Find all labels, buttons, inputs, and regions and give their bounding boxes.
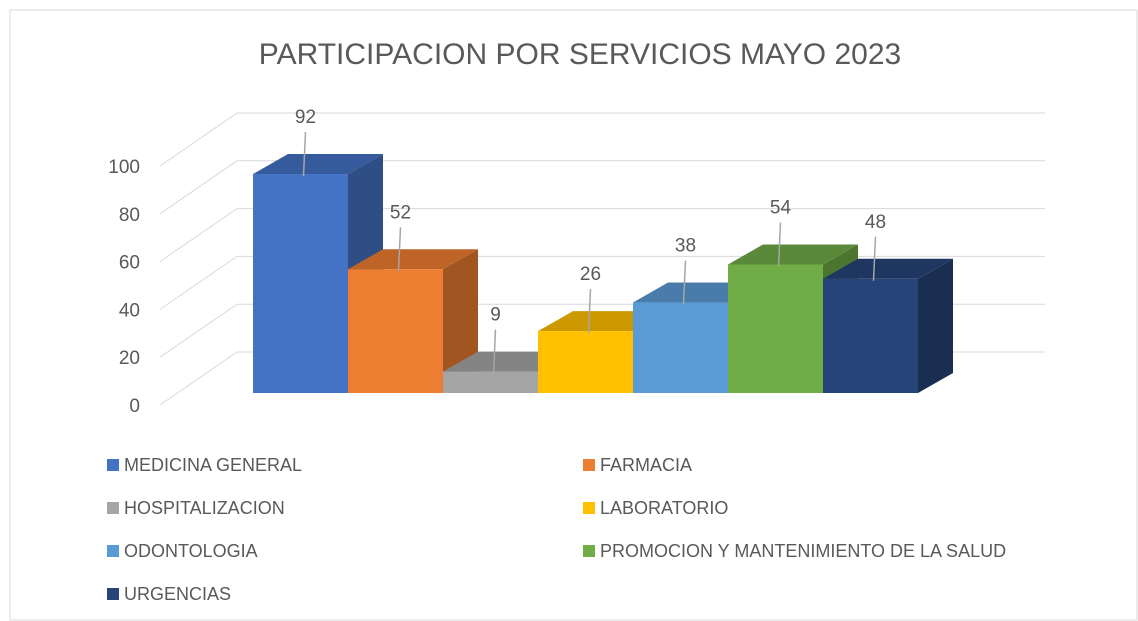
data-label: 52: [390, 202, 411, 223]
leader-line: [302, 132, 307, 177]
leader-line: [492, 329, 497, 374]
legend-swatch: [107, 459, 119, 471]
bar: [823, 278, 918, 393]
bar: [728, 264, 823, 393]
bar-top: [348, 249, 478, 270]
y-tick-label: 20: [119, 348, 140, 369]
y-tick-label: 80: [119, 205, 140, 226]
y-tick-label: 60: [119, 253, 140, 274]
bar-top: [823, 258, 953, 279]
bar-side: [918, 258, 953, 393]
legend-swatch: [583, 502, 595, 514]
legend-label: MEDICINA GENERAL: [124, 455, 302, 475]
bar-top: [253, 154, 383, 175]
chart-title: PARTICIPACION POR SERVICIOS MAYO 2023: [259, 38, 901, 71]
leader-line: [777, 222, 782, 267]
legend-label: HOSPITALIZACION: [124, 498, 285, 518]
data-label: 54: [770, 197, 792, 218]
y-tick-label: 0: [129, 396, 140, 417]
leader-line: [682, 260, 687, 305]
bar-top: [728, 244, 858, 265]
legend-swatch: [107, 502, 119, 514]
legend-swatch: [107, 588, 119, 600]
legend-swatch: [107, 545, 119, 557]
data-label: 92: [295, 107, 316, 128]
y-tick-label: 40: [119, 300, 140, 321]
legend-label: FARMACIA: [600, 455, 692, 475]
legend-label: ODONTOLOGIA: [124, 541, 258, 561]
bar: [538, 331, 633, 393]
legend-label: URGENCIAS: [124, 584, 231, 604]
leader-line: [397, 227, 402, 272]
bar: [253, 174, 348, 393]
bar: [348, 269, 443, 393]
grid-line: [159, 112, 1045, 167]
y-tick-label: 100: [108, 157, 140, 178]
data-label: 26: [580, 264, 601, 285]
grid-line: [159, 160, 1045, 215]
data-label: 38: [675, 236, 696, 257]
data-label: 9: [490, 305, 501, 326]
grid-line: [159, 208, 1045, 263]
data-label: 48: [865, 212, 886, 233]
bar: [633, 302, 728, 393]
legend-label: LABORATORIO: [600, 498, 728, 518]
leader-line: [587, 289, 592, 334]
legend-swatch: [583, 459, 595, 471]
legend-label: PROMOCION Y MANTENIMIENTO DE LA SALUD: [600, 541, 1006, 561]
bar: [443, 371, 538, 393]
legend-swatch: [583, 545, 595, 557]
leader-line: [872, 236, 877, 281]
